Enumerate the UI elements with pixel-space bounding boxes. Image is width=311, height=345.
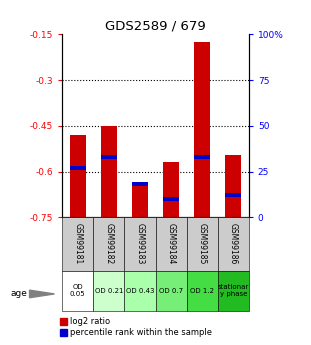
Text: stationar
y phase: stationar y phase — [218, 284, 249, 297]
Polygon shape — [30, 290, 54, 298]
Text: OD 0.21: OD 0.21 — [95, 288, 123, 294]
Text: GSM99183: GSM99183 — [136, 224, 144, 265]
Bar — [70, 166, 86, 170]
Bar — [132, 183, 148, 186]
Text: GSM99185: GSM99185 — [198, 224, 207, 265]
Bar — [163, 197, 179, 201]
Bar — [194, 155, 210, 159]
Bar — [225, 194, 241, 197]
Legend: log2 ratio, percentile rank within the sample: log2 ratio, percentile rank within the s… — [60, 317, 212, 337]
Bar — [218, 271, 249, 310]
Bar — [70, 135, 86, 217]
Bar — [93, 271, 124, 310]
Bar — [62, 217, 93, 271]
Bar — [187, 217, 218, 271]
Text: GDS2589 / 679: GDS2589 / 679 — [105, 19, 206, 32]
Text: OD 0.43: OD 0.43 — [126, 288, 154, 294]
Bar — [124, 271, 156, 310]
Bar — [101, 126, 117, 217]
Text: GSM99186: GSM99186 — [229, 224, 238, 265]
Bar — [156, 217, 187, 271]
Bar — [163, 162, 179, 217]
Text: GSM99182: GSM99182 — [104, 224, 113, 265]
Bar — [156, 271, 187, 310]
Bar — [101, 155, 117, 159]
Bar — [93, 217, 124, 271]
Bar — [187, 271, 218, 310]
Text: OD 1.2: OD 1.2 — [190, 288, 214, 294]
Bar — [218, 217, 249, 271]
Text: age: age — [11, 289, 28, 298]
Bar — [124, 217, 156, 271]
Text: GSM99181: GSM99181 — [73, 224, 82, 265]
Text: OD
0.05: OD 0.05 — [70, 284, 86, 297]
Bar — [132, 182, 148, 217]
Bar — [225, 155, 241, 217]
Bar — [194, 42, 210, 217]
Bar — [62, 271, 93, 310]
Text: GSM99184: GSM99184 — [167, 224, 175, 265]
Text: OD 0.7: OD 0.7 — [159, 288, 183, 294]
